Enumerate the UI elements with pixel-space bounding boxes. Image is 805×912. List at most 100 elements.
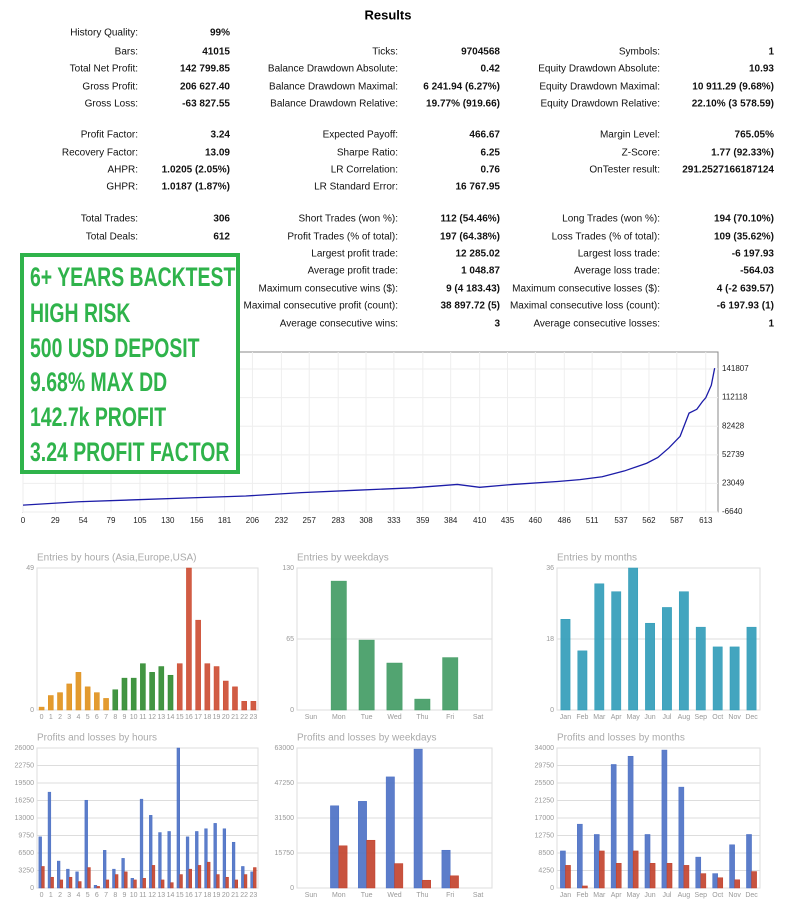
bar [140,663,146,711]
x-tick-label: 105 [133,516,147,525]
bar [57,692,63,711]
stat-value: 142 799.85 [180,64,230,75]
bar [84,799,88,889]
x-tick-label: 0 [40,714,44,721]
x-tick-label: 15 [176,714,184,721]
y-tick-label: 8500 [538,850,554,857]
y-tick-label: 0 [30,885,34,892]
bar [253,867,257,889]
bar [41,866,45,889]
y-tick-label: 65 [286,636,294,643]
bar [734,879,740,889]
bar [115,874,119,889]
bar [103,850,107,889]
x-tick-label: 130 [161,516,175,525]
bar [59,879,64,889]
bar [112,868,116,889]
stat-value: 206 627.40 [180,82,230,93]
bar [57,860,61,889]
bar [422,879,431,889]
x-tick-label: Fri [446,892,455,899]
bar [250,871,254,889]
stat-label: Maximal consecutive loss (count): [510,301,660,312]
bar [661,749,668,889]
y-tick-label: 0 [550,707,554,714]
x-tick-label: Thu [416,714,428,721]
x-tick-label: Feb [576,714,588,721]
bar [413,748,423,889]
x-tick-label: 613 [699,516,713,525]
x-tick-label: Jun [644,714,655,721]
x-tick-label: 12 [148,892,156,899]
bar [441,849,451,889]
x-tick-label: 232 [275,516,289,525]
x-tick-label: May [627,892,641,899]
bar [66,683,73,711]
y-tick-label: 52739 [722,450,745,459]
bar [330,580,347,711]
stat-value: -63 827.55 [182,99,230,110]
y-tick-label: 25500 [535,780,555,787]
bar [78,881,82,889]
x-tick-label: 460 [529,516,543,525]
x-tick-label: 4 [76,892,80,899]
stat-label: Margin Level: [600,130,660,141]
bar [94,692,100,711]
bar [197,865,202,889]
stat-label: OnTester result: [589,165,660,176]
y-tick-label: 34000 [535,745,555,752]
stat-label: Total Deals: [86,232,138,243]
stat-label: Balance Drawdown Absolute: [268,64,398,75]
x-tick-label: 283 [332,516,346,525]
x-tick-label: Sun [305,714,318,721]
bar [207,861,211,889]
stat-label: Average loss trade: [574,266,660,277]
x-tick-label: 5 [86,714,90,721]
stat-label: Average consecutive losses: [533,319,660,330]
stat-label: Recovery Factor: [62,148,138,159]
stat-value: 197 (64.38%) [440,232,500,243]
bar [179,874,183,889]
bar [167,674,174,711]
x-tick-label: Apr [611,892,623,899]
y-tick-label: 26000 [15,745,35,752]
stat-value: 3 [494,319,500,330]
x-tick-label: Feb [576,892,588,899]
x-tick-label: 0 [40,892,44,899]
bar [170,882,174,889]
stat-label: Maximal consecutive profit (count): [243,301,398,312]
x-tick-label: 410 [473,516,487,525]
bar [449,875,459,889]
y-tick-label: 3250 [18,867,34,874]
bar [577,650,588,711]
x-tick-label: 206 [246,516,260,525]
x-tick-label: Dec [745,892,758,899]
bar [195,619,201,711]
stat-label: Maximum consecutive wins ($): [259,284,398,295]
y-tick-label: 13000 [15,815,35,822]
bar [746,626,757,711]
bar [729,844,735,889]
x-tick-label: Wed [387,892,401,899]
bar [50,876,54,889]
x-tick-label: 17 [194,892,202,899]
x-tick-label: 18 [203,892,211,899]
x-tick-label: 22 [240,714,248,721]
x-tick-label: 8 [113,714,117,721]
stat-value: 9704568 [461,47,500,58]
x-tick-label: 18 [203,714,211,721]
x-tick-label: 11 [139,714,146,721]
stat-label: Bars: [115,47,138,58]
stat-label: Ticks: [372,47,398,58]
x-tick-label: Mar [593,714,606,721]
x-tick-label: 22 [240,892,248,899]
bar [683,865,690,889]
x-tick-label: 19 [213,714,221,721]
bar [93,885,98,889]
stat-label: History Quality: [70,28,138,39]
bar [695,626,706,711]
x-tick-label: 3 [67,892,71,899]
y-tick-label: 0 [290,707,294,714]
bar [87,867,91,889]
stat-label: Profit Trades (% of total): [287,232,398,243]
